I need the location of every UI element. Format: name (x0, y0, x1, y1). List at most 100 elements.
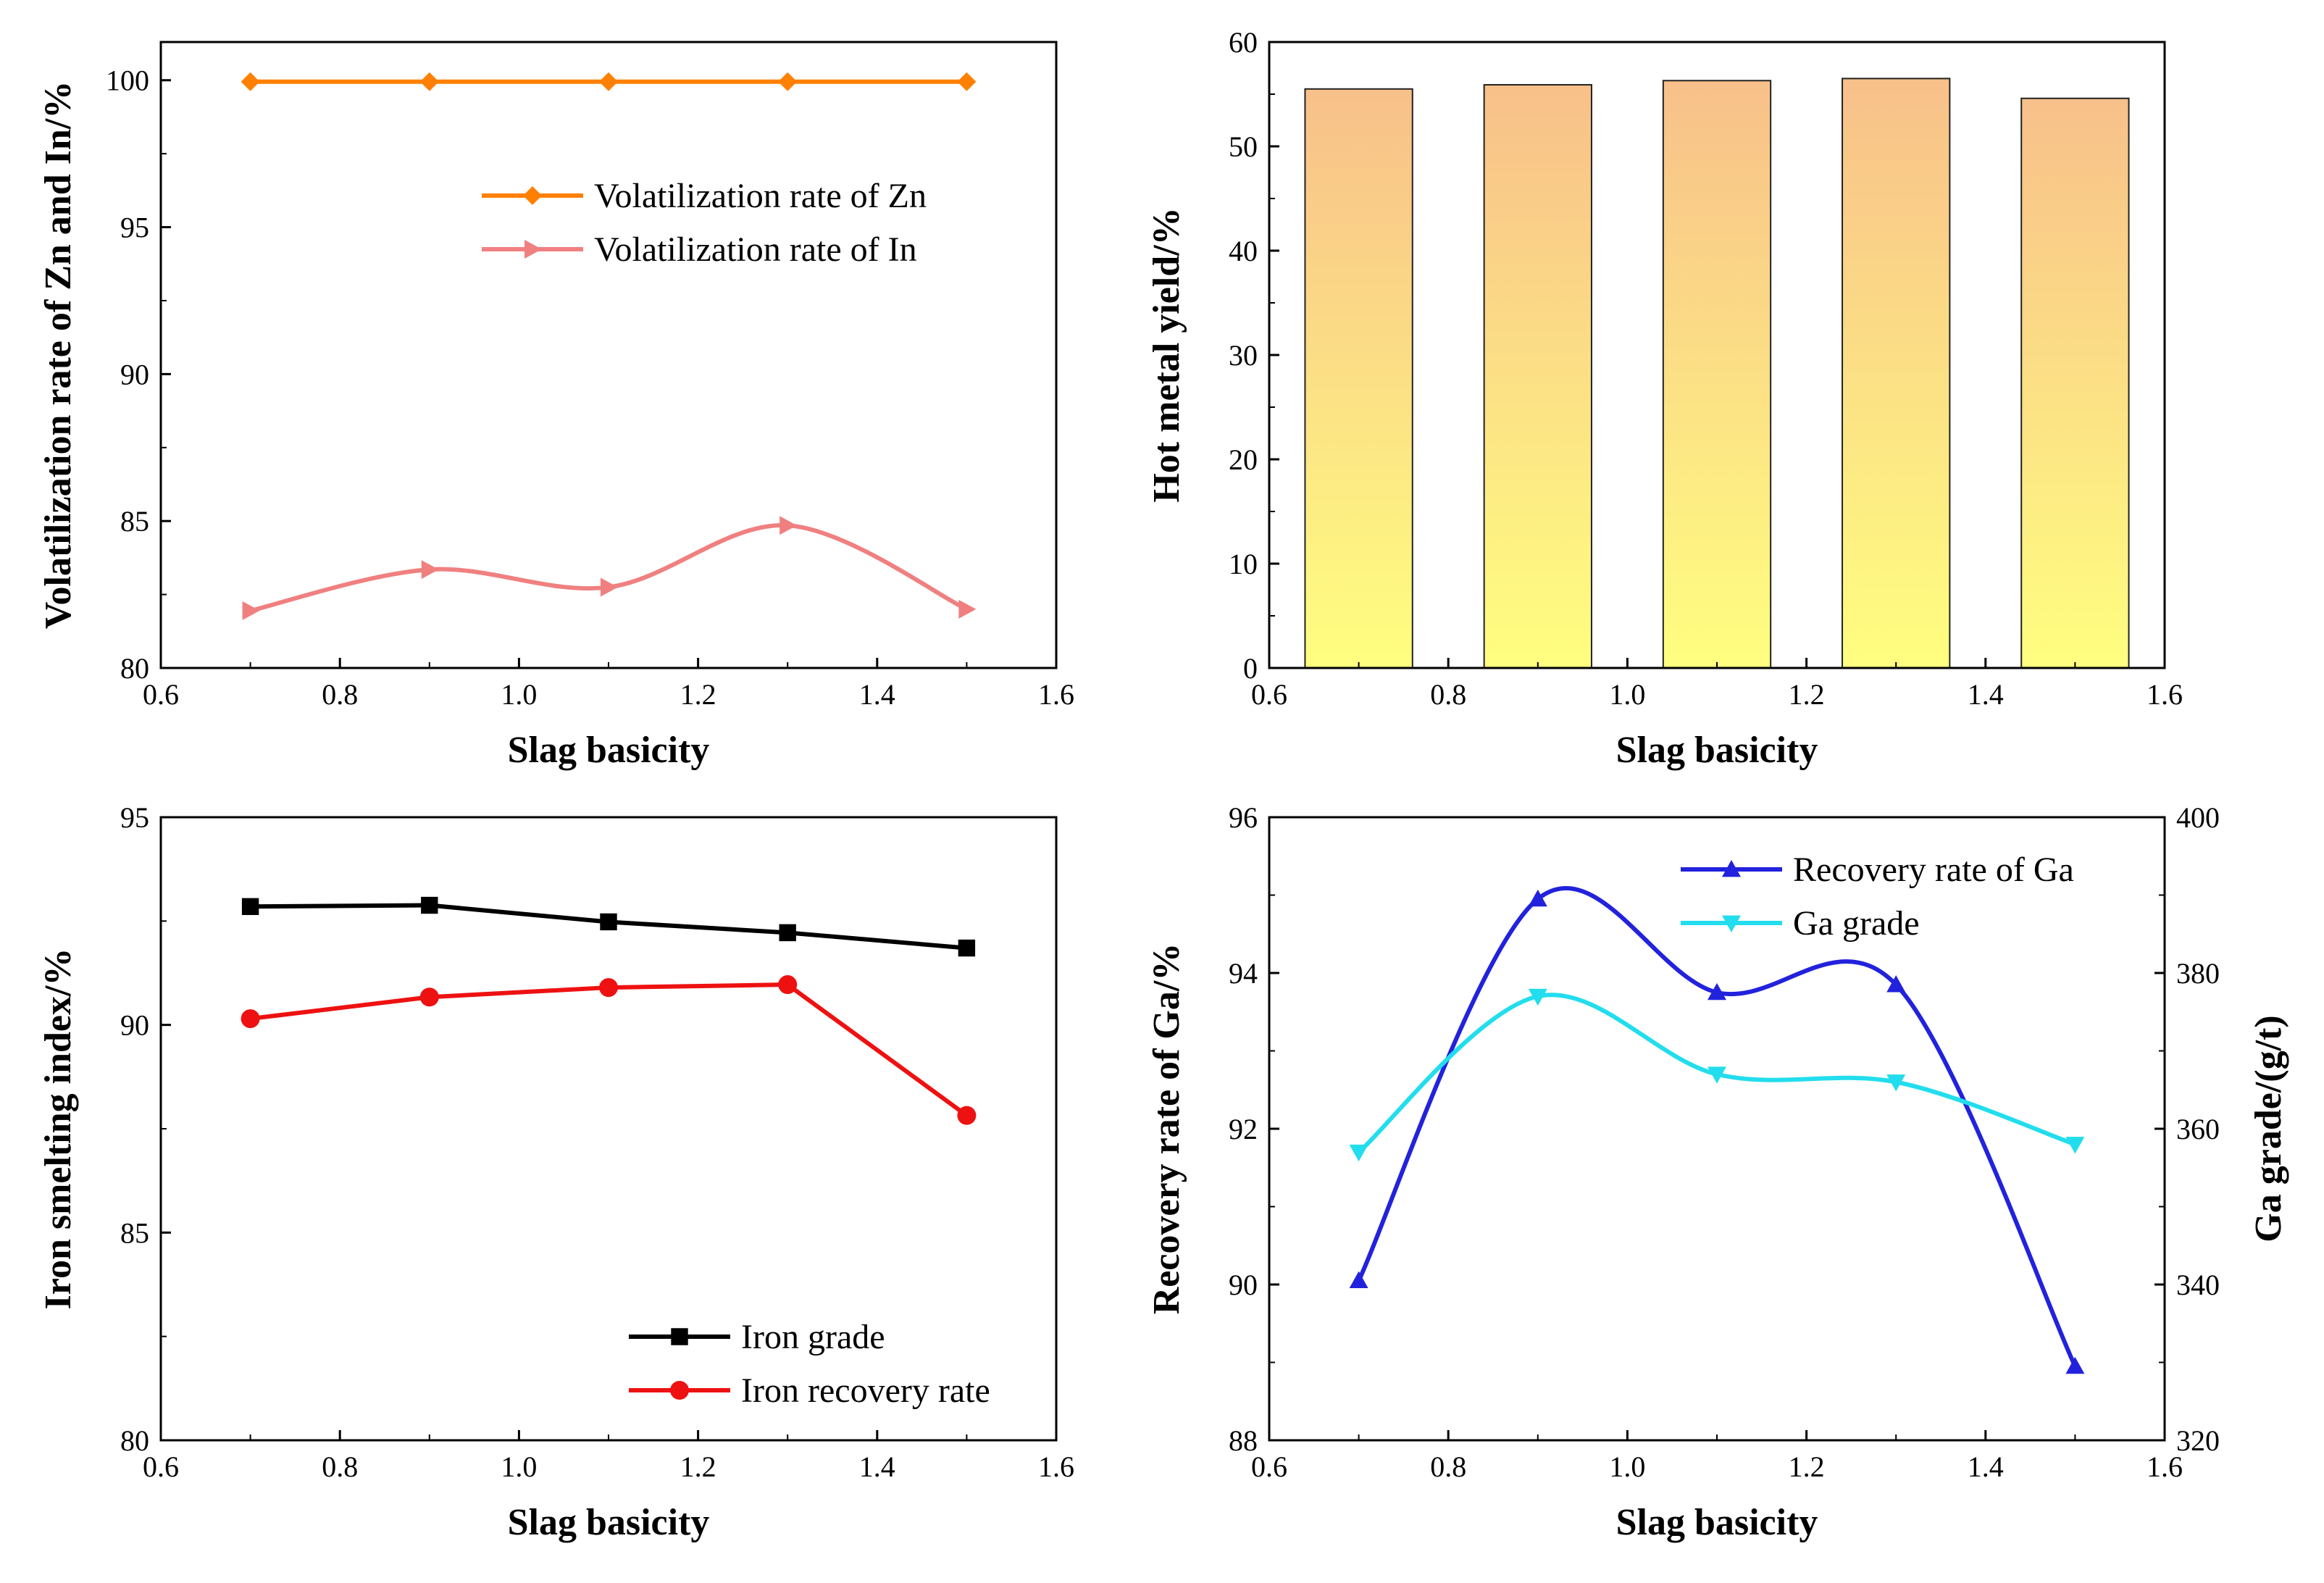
data-point (778, 72, 798, 91)
data-point (241, 898, 259, 915)
y2-tick-label: 400 (2176, 801, 2220, 834)
data-point (599, 978, 618, 998)
x-axis-title: Slag basicity (508, 1502, 710, 1543)
series-line (1357, 993, 2076, 1154)
panel-b-hot-metal-yield-chart: 0.6 0.8 1.0 1.2 1.4 1.6 0 10 20 30 40 50 60 Slag basi… (1146, 26, 2183, 771)
x-tick-label: 1.0 (501, 1450, 537, 1483)
data-point (1708, 1066, 1726, 1084)
data-point (957, 1106, 977, 1125)
x-tick-label: 0.8 (1430, 1450, 1466, 1483)
legend-label: Volatilization rate of In (594, 230, 917, 269)
y-tick-label: 100 (106, 64, 149, 97)
y-axis-title: Recovery rate of Ga/% (1146, 943, 1187, 1315)
y-tick-label: 80 (120, 1424, 149, 1457)
y2-tick-label: 320 (2176, 1424, 2220, 1457)
y-tick-label: 96 (1229, 801, 1258, 834)
y-tick-label: 85 (120, 505, 149, 538)
y2-tick-label: 360 (2176, 1113, 2220, 1145)
bar (1662, 80, 1772, 669)
x-tick-label: 1.4 (859, 1450, 895, 1483)
data-point (419, 987, 439, 1007)
data-point (2065, 1137, 2085, 1154)
y-tick-label: 10 (1229, 548, 1258, 580)
legend-marker (524, 240, 542, 259)
x-tick-label: 0.8 (1430, 678, 1466, 711)
x-tick-label: 0.6 (1251, 1450, 1287, 1483)
data-point (958, 599, 977, 619)
y-tick-label: 90 (120, 1009, 149, 1042)
panel-c-iron-smelting-chart: 0.6 0.8 1.0 1.2 1.4 1.6 80 85 90 95 Slag basicity I… (38, 801, 1074, 1543)
panel-a-volatilization-chart: 0.6 0.8 1.0 1.2 1.4 1.6 80 85 90 95 100 Slag basici… (38, 41, 1074, 771)
x-tick-label: 0.6 (143, 1450, 179, 1483)
data-point (1886, 975, 1906, 993)
bar (1483, 84, 1592, 669)
legend-marker (671, 1328, 688, 1345)
y-tick-label: 85 (120, 1216, 149, 1249)
y-tick-label: 20 (1229, 443, 1258, 476)
y-axis-title: Hot metal yield/% (1146, 207, 1187, 502)
data-point (1886, 1074, 1906, 1092)
y-tick-label: 90 (120, 358, 149, 390)
data-point (1528, 988, 1547, 1006)
data-point (779, 516, 798, 535)
plot-frame (159, 816, 1058, 1442)
legend-marker (1722, 915, 1741, 932)
data-point (958, 939, 976, 957)
y-tick-label: 80 (120, 652, 149, 685)
x-axis-title: Slag basicity (508, 730, 710, 771)
y-axis-title: Volatilization rate of Zn and In/% (38, 81, 79, 630)
plot-frame (159, 41, 1058, 669)
data-point (241, 72, 260, 91)
y-tick-label: 94 (1229, 957, 1258, 990)
x-tick-label: 0.8 (322, 678, 358, 711)
y-tick-label: 92 (1229, 1113, 1258, 1145)
legend-label: Volatilization rate of Zn (594, 177, 927, 215)
x-tick-label: 0.6 (1251, 678, 1287, 711)
panel-d-gallium-chart: 0.6 0.8 1.0 1.2 1.4 1.6 88 90 92 94 96 320 340 360 380… (1146, 801, 2289, 1543)
bar (2020, 97, 2130, 669)
data-point (778, 975, 798, 995)
data-point (241, 1009, 260, 1029)
data-point (957, 72, 977, 91)
x-axis-title: Slag basicity (1616, 730, 1818, 771)
data-point (421, 560, 439, 580)
x-tick-label: 1.4 (1968, 1450, 2004, 1483)
y-tick-label: 30 (1229, 339, 1258, 372)
series-line (250, 982, 969, 1118)
series-line (1356, 886, 2078, 1368)
y-tick-label: 0 (1243, 652, 1258, 685)
legend-label: Recovery rate of Ga (1793, 851, 2074, 889)
x-tick-label: 1.4 (1968, 678, 2004, 711)
data-point (419, 72, 439, 91)
x-tick-label: 1.2 (680, 678, 716, 711)
data-point (1708, 982, 1726, 1001)
data-point (2065, 1356, 2085, 1374)
data-point (1349, 1144, 1368, 1162)
x-tick-label: 1.2 (1789, 1450, 1825, 1483)
x-tick-label: 1.0 (1609, 1450, 1645, 1483)
data-point (421, 896, 438, 914)
bar (1842, 78, 1951, 669)
y2-tick-label: 340 (2176, 1269, 2220, 1301)
x-tick-label: 0.6 (143, 678, 179, 711)
data-point (600, 577, 618, 597)
y-tick-label: 95 (120, 212, 149, 244)
x-tick-label: 1.0 (1609, 678, 1645, 711)
x-tick-label: 1.0 (501, 678, 537, 711)
x-tick-label: 1.4 (859, 678, 895, 711)
series-line (249, 523, 968, 613)
data-point (600, 913, 617, 931)
y-tick-label: 40 (1229, 235, 1258, 267)
data-point (242, 601, 260, 620)
data-point (599, 72, 618, 91)
y-tick-label: 95 (120, 801, 149, 834)
x-tick-label: 0.8 (322, 1450, 358, 1483)
y-tick-label: 90 (1229, 1269, 1258, 1301)
x-tick-label: 1.6 (2147, 1450, 2183, 1483)
y-tick-label: 50 (1229, 130, 1258, 163)
x-tick-label: 1.2 (680, 1450, 716, 1483)
data-point (779, 924, 796, 942)
legend-label: Iron grade (741, 1318, 885, 1356)
legend-marker (670, 1381, 689, 1400)
